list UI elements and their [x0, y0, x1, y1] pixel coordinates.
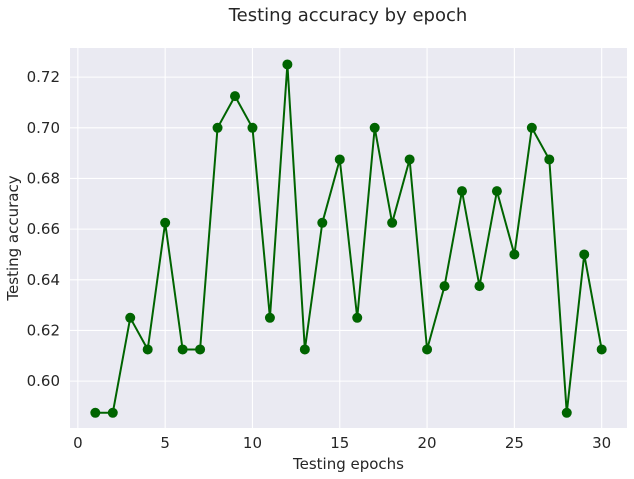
data-point: [352, 312, 363, 323]
data-point: [369, 122, 380, 133]
chart-title: Testing accuracy by epoch: [228, 5, 468, 26]
data-point: [230, 91, 241, 102]
y-tick-label: 0.62: [27, 321, 60, 339]
x-tick-label: 25: [505, 434, 524, 452]
y-tick-label: 0.66: [27, 220, 60, 238]
data-point: [177, 344, 188, 355]
data-point: [456, 186, 467, 197]
x-tick-label: 15: [330, 434, 349, 452]
data-point: [107, 407, 118, 418]
y-tick-label: 0.64: [27, 271, 60, 289]
data-point: [247, 122, 258, 133]
y-axis-label: Testing accuracy: [4, 175, 22, 301]
data-point: [491, 186, 502, 197]
data-point: [142, 344, 153, 355]
data-point: [422, 344, 433, 355]
data-point: [387, 217, 398, 228]
data-point: [299, 344, 310, 355]
y-tick-label: 0.68: [27, 169, 60, 187]
data-point: [404, 154, 415, 165]
data-point: [509, 249, 520, 260]
data-point: [125, 312, 136, 323]
x-tick-label: 10: [243, 434, 262, 452]
data-point: [474, 281, 485, 292]
data-point: [160, 217, 171, 228]
data-point: [561, 407, 572, 418]
y-tick-label: 0.60: [27, 372, 60, 390]
series-line: [95, 63, 603, 414]
y-tick-label: 0.70: [27, 119, 60, 137]
data-point: [317, 217, 328, 228]
x-tick-label: 0: [73, 434, 83, 452]
x-tick-label: 20: [418, 434, 437, 452]
data-point: [212, 122, 223, 133]
data-point: [264, 312, 275, 323]
data-point: [579, 249, 590, 260]
data-point: [544, 154, 555, 165]
data-point: [334, 154, 345, 165]
data-point: [90, 407, 101, 418]
y-tick-label: 0.72: [27, 68, 60, 86]
x-tick-label: 30: [592, 434, 611, 452]
data-point: [439, 281, 450, 292]
x-axis-label: Testing epochs: [292, 455, 404, 473]
data-point: [282, 59, 293, 70]
data-point: [526, 122, 537, 133]
series-group: [90, 59, 607, 418]
grid-lines: [70, 48, 627, 428]
data-point: [195, 344, 206, 355]
data-point: [596, 344, 607, 355]
x-tick-label: 5: [160, 434, 170, 452]
tick-labels: 0 5 10 15 20 25 30 0.60 0.62 0.64 0.66 0.68 0.70 0.72: [27, 68, 612, 452]
